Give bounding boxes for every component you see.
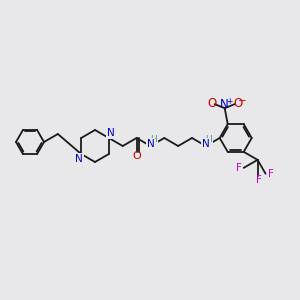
Text: O: O bbox=[233, 97, 242, 110]
Text: H: H bbox=[150, 134, 157, 143]
Text: N: N bbox=[202, 139, 210, 149]
Text: N: N bbox=[147, 139, 154, 149]
Text: F: F bbox=[256, 175, 262, 185]
Text: N: N bbox=[75, 154, 83, 164]
Text: −: − bbox=[238, 96, 247, 106]
Text: +: + bbox=[226, 97, 233, 106]
Text: H: H bbox=[206, 134, 212, 143]
Text: O: O bbox=[132, 151, 141, 161]
Text: N: N bbox=[220, 98, 229, 111]
Text: F: F bbox=[268, 169, 274, 179]
Text: N: N bbox=[107, 128, 115, 138]
Text: O: O bbox=[207, 97, 216, 110]
Text: F: F bbox=[236, 163, 242, 173]
